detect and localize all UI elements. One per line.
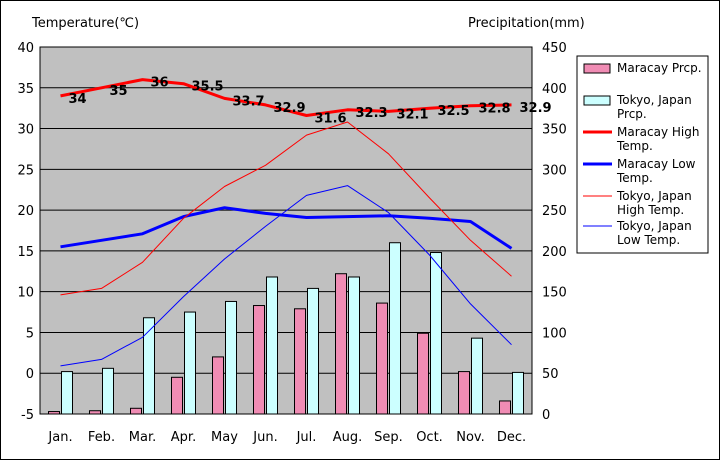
y-left-tick-label: 15 xyxy=(17,245,34,260)
legend-tokyo-high: Tokyo, Japan High Temp. xyxy=(583,189,692,217)
maracay-low-line xyxy=(60,206,513,250)
y-right-tick-label: 300 xyxy=(542,163,567,178)
maracay-precip-bar xyxy=(376,302,388,415)
y-left-tick-label: 30 xyxy=(17,123,34,138)
maracay-precip-bar xyxy=(48,411,60,415)
y-right-tick-label: 200 xyxy=(542,245,567,260)
legend-label: Tokyo, Japan Prcp. xyxy=(616,93,692,121)
maracay-precip-bar xyxy=(253,305,265,415)
data-label: 32.8 xyxy=(479,102,511,117)
maracay-precip-bar xyxy=(499,400,511,415)
data-label: 32.1 xyxy=(397,107,429,122)
gridlines xyxy=(40,87,532,374)
x-tick-label: Dec. xyxy=(497,430,526,445)
maracay-high-line xyxy=(60,78,512,117)
tokyo-precip-bar xyxy=(184,311,196,415)
y-right-tick-label: 100 xyxy=(542,326,567,341)
y-left-tick-labels: -5 0 5 10 15 20 25 30 35 40 xyxy=(17,41,34,423)
data-label: 32.3 xyxy=(356,106,388,121)
y-right-tick-label: 50 xyxy=(542,367,559,382)
x-tick-label: Sep. xyxy=(374,430,403,445)
legend-swatch xyxy=(583,63,611,74)
legend-label: Tokyo, Japan Low Temp. xyxy=(616,219,692,247)
y-right-tick-label: 0 xyxy=(542,408,550,423)
tokyo-precip-bar xyxy=(307,287,319,415)
y-right-axis-label: Precipitation(mm) xyxy=(468,16,585,31)
x-tick-label: Jan. xyxy=(47,430,72,445)
data-label: 36 xyxy=(151,76,169,91)
x-tick-label: Feb. xyxy=(88,430,115,445)
data-label: 31.6 xyxy=(315,112,347,127)
x-tick-label: Nov. xyxy=(456,430,485,445)
data-label: 35 xyxy=(110,84,128,99)
tokyo-precip-bar xyxy=(143,317,155,415)
y-right-tick-label: 150 xyxy=(542,286,567,301)
x-tick-label: Aug. xyxy=(333,430,363,445)
y-left-axis-label: Temperature(℃) xyxy=(31,16,139,31)
tokyo-precip-bar xyxy=(348,276,360,415)
y-left-tick-label: 40 xyxy=(17,41,34,56)
maracay-precip-bar xyxy=(294,308,306,415)
y-left-tick-label: 35 xyxy=(17,82,34,97)
y-left-tick-label: 25 xyxy=(17,163,34,178)
legend-swatch xyxy=(583,95,611,106)
data-label: 35.5 xyxy=(192,80,224,95)
legend-label: Tokyo, Japan High Temp. xyxy=(616,189,692,217)
y-left-tick-label: 0 xyxy=(26,367,34,382)
y-left-tick-label: 20 xyxy=(17,204,34,219)
maracay-precip-bar xyxy=(130,407,142,415)
y-right-tick-label: 350 xyxy=(542,123,567,138)
tokyo-high-line xyxy=(60,121,512,296)
data-labels: 34 35 36 35.5 33.7 32.9 31.6 32.3 32.1 32.5 32.8 32… xyxy=(69,76,552,127)
legend-label: Maracay Low Temp. xyxy=(616,157,696,185)
x-tick-label: Jun. xyxy=(252,430,277,445)
data-label: 32.9 xyxy=(274,101,306,116)
maracay-precip-bar xyxy=(417,332,429,415)
legend-box xyxy=(576,55,709,254)
legend-label: Maracay High Temp. xyxy=(616,125,699,153)
data-label: 32.5 xyxy=(438,104,470,119)
y-left-tick-label: -5 xyxy=(21,408,34,423)
legend-tokyo-prcp: Tokyo, Japan Prcp. xyxy=(583,93,692,121)
x-tick-label: Apr. xyxy=(171,430,196,445)
x-tick-label: Mar. xyxy=(129,430,156,445)
tokyo-precip-bar xyxy=(102,367,114,415)
y-right-tick-labels: 0 50 100 150 200 250 300 350 400 450 xyxy=(542,41,567,423)
legend-tokyo-low: Tokyo, Japan Low Temp. xyxy=(583,219,692,247)
maracay-precip-bar xyxy=(335,273,347,415)
tokyo-precip-bar xyxy=(430,252,442,415)
maracay-precip-bar xyxy=(171,376,183,415)
legend-maracay-prcp: Maracay Prcp. xyxy=(583,61,702,75)
x-tick-label: Oct. xyxy=(416,430,443,445)
tokyo-precip-bar xyxy=(61,371,73,415)
data-label: 32.9 xyxy=(520,101,552,116)
tokyo-precip-bar xyxy=(225,300,237,415)
tokyo-precip-bar xyxy=(512,371,524,415)
y-left-tick-label: 5 xyxy=(26,326,34,341)
tokyo-precip-bar xyxy=(471,337,483,415)
tokyo-low-line xyxy=(60,185,512,367)
x-tick-label: May xyxy=(211,430,238,445)
maracay-precip-bar xyxy=(458,371,470,415)
precipitation-bars xyxy=(48,242,524,415)
y-right-tick-label: 250 xyxy=(542,204,567,219)
y-left-tick-label: 10 xyxy=(17,286,34,301)
maracay-precip-bar xyxy=(89,410,101,415)
legend-maracay-low: Maracay Low Temp. xyxy=(583,157,696,185)
tokyo-precip-bar xyxy=(266,276,278,415)
temperature-lines xyxy=(60,78,513,367)
x-tick-label: Jul. xyxy=(296,430,317,445)
legend: Maracay Prcp. Tokyo, Japan Prcp. Maracay Hi… xyxy=(576,55,709,254)
x-tick-labels: Jan. Feb. Mar. Apr. May Jun. Jul. Aug. Sep. Oct. N… xyxy=(47,430,526,445)
legend-maracay-high: Maracay High Temp. xyxy=(583,125,699,153)
tokyo-precip-bar xyxy=(389,242,401,415)
data-label: 33.7 xyxy=(233,94,265,109)
maracay-precip-bar xyxy=(212,356,224,415)
data-label: 34 xyxy=(69,92,87,107)
y-right-tick-label: 400 xyxy=(542,82,567,97)
y-right-tick-label: 450 xyxy=(542,41,567,56)
legend-label: Maracay Prcp. xyxy=(617,61,702,75)
